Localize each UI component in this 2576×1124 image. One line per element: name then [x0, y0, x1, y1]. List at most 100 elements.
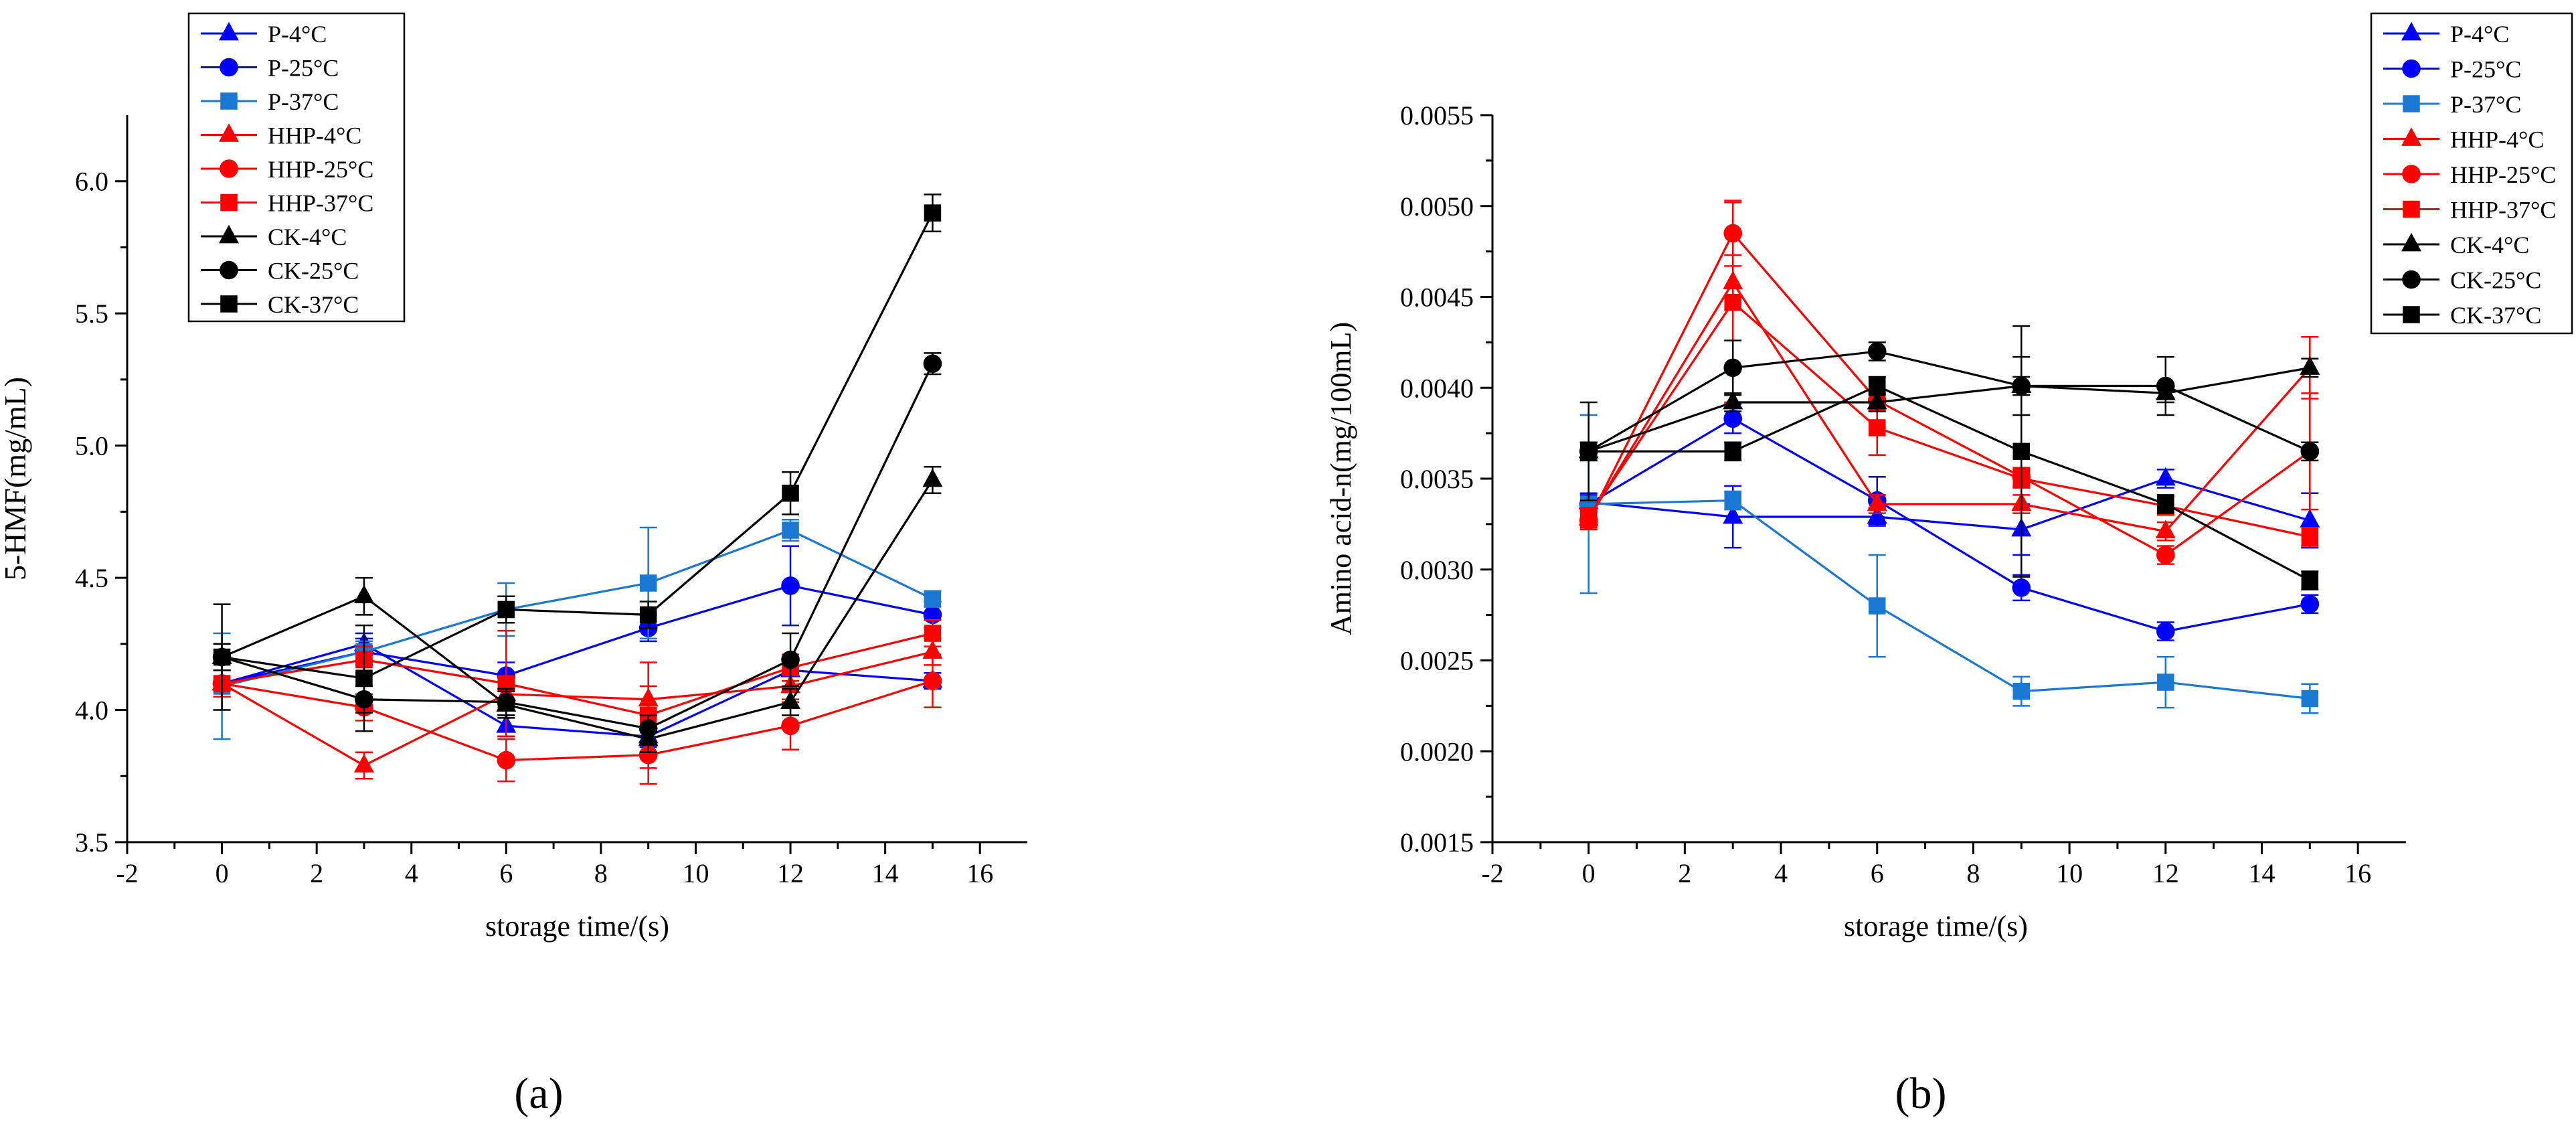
- data-point: [1867, 342, 1887, 361]
- series-line: [1588, 499, 2310, 700]
- x-tick-label: 0: [1582, 858, 1596, 888]
- y-tick-label: 4.0: [75, 696, 108, 726]
- data-point: [353, 754, 374, 773]
- series-hhp-37c: [213, 619, 942, 769]
- x-tick-label: 2: [1678, 858, 1691, 888]
- legend-marker: [220, 193, 238, 212]
- series-line: [1588, 384, 2311, 582]
- y-axis-title: 5-HMF(mg/mL): [0, 377, 32, 580]
- series-hhp-37c: [1579, 202, 2319, 547]
- legend-item-ck-4c: CK-4°C: [2383, 232, 2529, 258]
- x-tick-label: 6: [1871, 858, 1884, 888]
- data-point: [1723, 409, 1743, 428]
- y-tick-label: 0.0050: [1400, 191, 1474, 222]
- y-tick-label: 0.0030: [1400, 555, 1474, 585]
- data-point: [1724, 293, 1741, 311]
- legend-label: HHP-25°C: [268, 156, 373, 183]
- x-tick-label: 16: [966, 858, 993, 888]
- legend-marker: [2403, 200, 2420, 218]
- data-point: [638, 719, 658, 738]
- legend-marker: [220, 260, 238, 280]
- legend-item-p-25c: P-25°C: [201, 55, 339, 82]
- y-tick-label: 6.0: [75, 167, 108, 197]
- data-point: [2157, 495, 2174, 513]
- y-tick-label: 5.5: [75, 299, 108, 329]
- x-tick-label: 12: [2152, 858, 2179, 888]
- y-tick-label: 0.0040: [1400, 373, 1474, 403]
- panel-label: (a): [514, 1069, 563, 1118]
- y-tick-label: 0.0055: [1400, 100, 1474, 131]
- legend-label: CK-37°C: [2450, 302, 2541, 329]
- data-point: [1579, 508, 1598, 526]
- x-tick-label: 4: [1774, 858, 1788, 888]
- legend-marker: [2403, 306, 2420, 323]
- legend-label: P-25°C: [268, 55, 339, 82]
- legend-marker: [220, 159, 238, 178]
- x-tick-label: -2: [116, 858, 138, 888]
- x-tick-label: 8: [594, 858, 608, 888]
- legend-label: CK-25°C: [268, 258, 359, 285]
- series-line: [1587, 280, 2311, 533]
- legend-marker: [219, 21, 239, 41]
- data-point: [1868, 419, 1886, 436]
- data-point: [924, 590, 942, 608]
- series-ck-37c: [213, 193, 942, 732]
- data-point: [2155, 519, 2176, 539]
- legend-item-p-37c: P-37°C: [2383, 91, 2521, 118]
- legend-item-hhp-4c: HHP-4°C: [201, 123, 361, 149]
- data-point: [2012, 682, 2031, 700]
- legend-item-hhp-25c: HHP-25°C: [201, 156, 373, 183]
- y-axis-title: Amino acid-n(mg/100mL): [1324, 322, 1357, 635]
- legend-marker: [2402, 59, 2421, 78]
- x-axis-title: storage time/(s): [1844, 910, 2028, 943]
- data-point: [1868, 377, 1886, 395]
- y-tick-label: 0.0045: [1400, 283, 1474, 313]
- legend-item-hhp-4c: HHP-4°C: [2383, 127, 2544, 153]
- legend-marker: [2402, 270, 2421, 289]
- x-tick-label: 2: [310, 858, 323, 888]
- x-tick-label: 8: [1966, 858, 1980, 888]
- data-point: [2301, 690, 2319, 708]
- x-tick-label: 10: [682, 858, 709, 888]
- legend-label: CK-37°C: [268, 291, 359, 318]
- x-tick-label: -2: [1481, 858, 1503, 888]
- series-p-4c: [1578, 467, 2320, 556]
- series-line: [1587, 350, 2310, 453]
- series-line: [1587, 301, 2310, 538]
- legend-marker: [2402, 165, 2421, 183]
- legend-item-p-25c: P-25°C: [2383, 56, 2521, 83]
- legend-label: HHP-4°C: [268, 123, 361, 149]
- series-line: [222, 679, 933, 762]
- axes: -2 0 2 4 6 8 10 12 14 16 0.0015 0.0020 0.0025 0.0030 0…: [1400, 100, 2406, 888]
- series-p-37c: [1579, 414, 2319, 714]
- y-tick-label: 0.0025: [1400, 646, 1474, 676]
- legend: P-4°C P-25°C P-37°C HHP-4°C HHP-25°C HHP-37°C…: [2370, 12, 2573, 335]
- data-point: [2300, 356, 2320, 375]
- x-tick-label: 14: [2248, 858, 2275, 888]
- series-line: [221, 651, 933, 767]
- data-point: [639, 606, 657, 624]
- series-line: [1588, 477, 2310, 531]
- data-point: [639, 574, 657, 592]
- legend-item-hhp-25c: HHP-25°C: [2383, 161, 2556, 188]
- data-point: [2300, 594, 2320, 614]
- data-point: [2155, 467, 2176, 486]
- series-ck-4c: [211, 465, 943, 753]
- data-point: [497, 692, 516, 712]
- data-point: [1724, 491, 1741, 509]
- series-line: [222, 363, 934, 730]
- data-point: [923, 354, 942, 374]
- data-point: [213, 648, 231, 666]
- data-point: [353, 584, 374, 604]
- series-line: [222, 643, 933, 738]
- series-ck-25c: [1579, 339, 2320, 462]
- x-tick-label: 6: [499, 858, 513, 888]
- series-line: [1587, 417, 2310, 633]
- legend-marker: [220, 92, 238, 110]
- y-tick-label: 0.0035: [1400, 464, 1474, 494]
- data-point: [2012, 443, 2031, 461]
- legend-label: P-4°C: [2450, 21, 2509, 48]
- data-point: [2156, 622, 2175, 641]
- series-hhp-4c: [1578, 254, 2320, 542]
